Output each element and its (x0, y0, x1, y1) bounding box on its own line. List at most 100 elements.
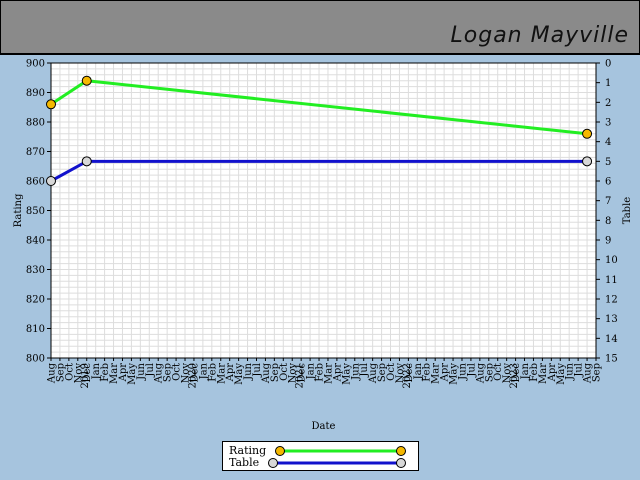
x-tick-label: May (234, 363, 245, 385)
y2-tick-label: 5 (605, 157, 611, 168)
x-tick-label: May (341, 363, 352, 385)
x-tick-label: Mar (538, 363, 549, 384)
x-tick-label: Oct (172, 363, 183, 381)
x-tick-label: Apr (225, 363, 236, 383)
x-tick-label: Jun (350, 362, 361, 380)
y-tick-label: 820 (26, 295, 45, 306)
x-tick-label: Dec (297, 363, 308, 383)
x-tick-label: Sep (55, 363, 66, 382)
y2-tick-label: 14 (605, 334, 618, 345)
x-tick-label: Jul (145, 363, 156, 378)
y2-tick-label: 0 (605, 59, 611, 70)
y-tick-label: 850 (26, 206, 45, 217)
y2-tick-label: 2 (605, 98, 611, 109)
x-tick-label: Sep (270, 363, 281, 382)
x-year-label: 2022 (402, 363, 413, 388)
y-tick-label: 880 (26, 118, 45, 129)
y-tick-label: 900 (26, 59, 45, 70)
x-tick-label: Feb (529, 363, 540, 382)
x-tick-label: Oct (386, 363, 397, 381)
legend: Rating Table (222, 441, 419, 471)
x-tick-label: Dec (511, 363, 522, 383)
y2-tick-label: 9 (605, 236, 611, 247)
legend-label-rating: Rating (229, 444, 267, 457)
x-tick-label: Jan (198, 362, 209, 380)
x-tick-label: Aug (475, 362, 486, 384)
legend-marker-table (268, 458, 278, 468)
x-tick-label: Nov (395, 363, 406, 384)
x-tick-label: Aug (368, 362, 379, 384)
x-tick-label: Jun (136, 362, 147, 380)
y2-tick-label: 7 (605, 196, 611, 207)
x-tick-label: Sep (377, 363, 388, 382)
x-tick-label: Apr (547, 363, 558, 383)
x-tick-label: Sep (592, 363, 603, 382)
x-tick-label: Jun (243, 362, 254, 380)
x-tick-label: Jul (252, 363, 263, 378)
x-tick-label: Sep (163, 363, 174, 382)
y-tick-label: 840 (26, 236, 45, 247)
x-tick-label: Apr (440, 363, 451, 383)
x-year-label: 2023 (509, 363, 520, 388)
y2-tick-label: 15 (605, 354, 618, 365)
x-tick-label: Dec (404, 363, 415, 383)
data-point-table (46, 176, 56, 186)
y2-tick-label: 12 (605, 295, 618, 306)
x-tick-label: Jun (565, 362, 576, 380)
x-tick-label: Oct (279, 363, 290, 381)
x-tick-label: Aug (154, 362, 165, 384)
x-axis-label: Date (312, 421, 336, 432)
x-tick-label: Aug (261, 362, 272, 384)
x-tick-label: Mar (109, 363, 120, 384)
x-year-label: 2019 (80, 363, 91, 388)
legend-item-rating: Rating (229, 444, 266, 457)
y2-tick-label: 3 (605, 118, 611, 129)
x-tick-label: Jan (306, 362, 317, 380)
legend-item-table: Table (229, 456, 259, 469)
x-tick-label: Mar (323, 363, 334, 384)
x-tick-label: Jan (413, 362, 424, 380)
x-tick-label: Jul (359, 363, 370, 378)
x-tick-label: Apr (118, 363, 129, 383)
x-tick-label: Jan (91, 362, 102, 380)
y2-tick-label: 4 (605, 137, 611, 148)
y-tick-label: 800 (26, 354, 45, 365)
x-tick-label: Mar (216, 363, 227, 384)
y2-tick-label: 11 (605, 275, 618, 286)
x-tick-label: Dec (189, 363, 200, 383)
y2-tick-label: 8 (605, 216, 611, 227)
x-tick-label: Jul (574, 363, 585, 378)
x-tick-label: Oct (64, 363, 75, 381)
y2-tick-label: 10 (605, 255, 618, 266)
x-tick-label: Dec (82, 363, 93, 383)
x-tick-label: Nov (181, 363, 192, 384)
y2-axis-label: Table (622, 197, 633, 224)
y2-tick-label: 6 (605, 177, 611, 188)
y-tick-label: 830 (26, 265, 45, 276)
x-tick-label: Nov (73, 363, 84, 384)
y2-tick-label: 13 (605, 314, 618, 325)
x-tick-label: Nov (502, 363, 513, 384)
player-name: Logan Mayville (450, 23, 629, 48)
x-year-label: 2021 (295, 363, 306, 388)
x-tick-label: Jul (466, 363, 477, 378)
data-point-rating (46, 99, 56, 110)
chart-header: Logan Mayville (0, 0, 640, 55)
x-tick-label: May (127, 363, 138, 385)
x-tick-label: Mar (431, 363, 442, 384)
legend-swatches (268, 446, 406, 468)
legend-marker-rating (396, 446, 406, 456)
x-tick-label: Aug (583, 362, 594, 384)
x-tick-label: May (449, 363, 460, 385)
x-tick-label: Jun (457, 362, 468, 380)
data-point-table (582, 156, 593, 167)
legend-marker-table (396, 458, 406, 468)
x-tick-label: Feb (315, 363, 326, 382)
x-year-label: 2020 (187, 363, 198, 388)
legend-label-table: Table (229, 456, 260, 469)
x-tick-label: Feb (422, 363, 433, 382)
x-tick-label: Sep (484, 363, 495, 382)
x-tick-label: May (556, 363, 567, 385)
x-tick-label: Aug (47, 362, 58, 384)
